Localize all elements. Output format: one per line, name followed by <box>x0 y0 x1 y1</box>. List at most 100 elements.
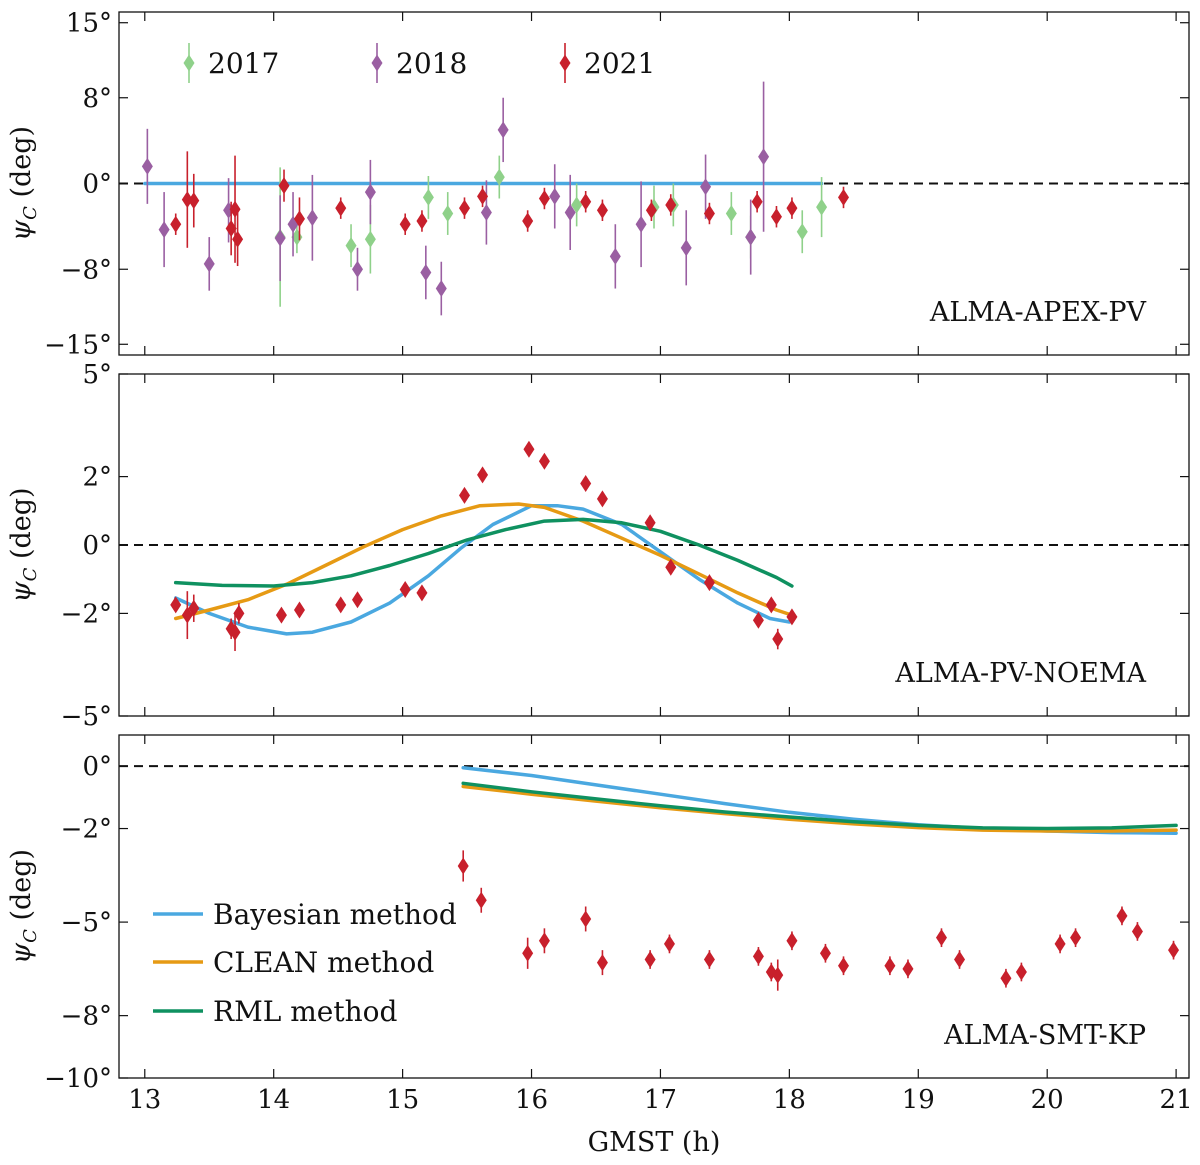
legend-years: 2017 2018 2021 <box>183 43 655 83</box>
data-point-2021 <box>538 190 550 208</box>
data-point-2021 <box>351 591 363 609</box>
data-point-2021 <box>522 944 534 962</box>
data-point-2018 <box>480 203 492 221</box>
data-point-2021 <box>233 604 245 622</box>
panel-alma-pv-noema: 5° 2° 0° −2° −5° ψC (deg) ALMA-PV-NOEMA <box>6 360 1190 732</box>
x-tick-label: 18 <box>773 1085 806 1115</box>
y-tick-label: −15° <box>44 330 112 360</box>
y-tick-label: −5° <box>61 908 112 938</box>
data-point-2018 <box>364 183 376 201</box>
x-tick-label: 16 <box>515 1085 548 1115</box>
legend-label-2018: 2018 <box>396 47 467 80</box>
data-point-2021 <box>1116 907 1128 925</box>
data-point-2021 <box>1070 929 1082 947</box>
y-tick-label: −5° <box>61 702 112 732</box>
data-point-2021 <box>225 220 237 238</box>
data-point-2021 <box>1168 941 1180 959</box>
data-point-2021 <box>416 584 428 602</box>
y-axis-label: ψC (deg) <box>6 126 41 241</box>
data-point-2018 <box>564 203 576 221</box>
data-point-2018 <box>435 280 447 298</box>
data-point-2017 <box>796 223 808 241</box>
data-point-2021 <box>752 611 764 629</box>
data-point-2021 <box>665 558 677 576</box>
data-point-2021 <box>751 193 763 211</box>
y-tick-label: 0° <box>82 752 112 782</box>
data-point-2021 <box>645 201 657 219</box>
data-point-2018 <box>609 247 621 265</box>
data-point-2021 <box>477 466 489 484</box>
data-point-2018 <box>306 209 318 227</box>
data-point-2021 <box>232 230 244 248</box>
data-point-2018 <box>351 260 363 278</box>
x-tick-label: 14 <box>257 1085 290 1115</box>
panel-label: ALMA-APEX-PV <box>929 297 1147 328</box>
clean-model-line <box>461 784 1178 833</box>
data-point-2021 <box>786 199 798 217</box>
data-point-2021 <box>170 596 182 614</box>
data-point-2021 <box>475 891 487 909</box>
data-point-2021 <box>293 601 305 619</box>
legend-label-2017: 2017 <box>208 47 279 80</box>
legend-label-bayesian: Bayesian method <box>213 898 457 931</box>
data-point-2021 <box>335 199 347 217</box>
data-point-2017 <box>571 196 583 214</box>
data-point-2018 <box>141 157 153 175</box>
data-point-2021 <box>522 212 534 230</box>
x-tick-label: 21 <box>1160 1085 1193 1115</box>
data-point-2021 <box>786 608 798 626</box>
data-point-2021 <box>580 193 592 211</box>
data-point-2021 <box>770 208 782 226</box>
clean-model-line <box>173 502 794 621</box>
data-point-2021 <box>663 935 675 953</box>
data-point-2021 <box>665 196 677 214</box>
data-point-2021 <box>188 599 200 617</box>
y-tick-label: 15° <box>66 9 112 39</box>
data-point-2021 <box>703 205 715 223</box>
data-point-2021 <box>229 623 241 641</box>
data-point-2021 <box>1054 935 1066 953</box>
data-point-2021 <box>275 606 287 624</box>
data-point-2021 <box>772 966 784 984</box>
data-point-2018 <box>745 228 757 246</box>
data-point-2021 <box>477 187 489 205</box>
data-point-2021 <box>935 929 947 947</box>
legend-marker-2018 <box>371 54 383 72</box>
panel-label: ALMA-SMT-KP <box>943 1020 1146 1051</box>
data-point-2018 <box>758 148 770 166</box>
legend-marker-2017 <box>183 54 195 72</box>
data-point-2021 <box>538 452 550 470</box>
data-point-2021 <box>1131 922 1143 940</box>
data-point-2021 <box>838 957 850 975</box>
data-point-2018 <box>203 255 215 273</box>
data-point-2021 <box>188 192 200 210</box>
rml-model-line <box>173 517 794 588</box>
data-point-2021 <box>1000 969 1012 987</box>
data-point-2021 <box>644 514 656 532</box>
data-point-2021 <box>457 857 469 875</box>
x-tick-label: 19 <box>902 1085 935 1115</box>
data-point-2021 <box>523 440 535 458</box>
legend-methods: Bayesian method CLEAN method RML method <box>153 898 457 1028</box>
data-point-2021 <box>580 910 592 928</box>
data-point-2018 <box>700 178 712 196</box>
data-point-2021 <box>170 215 182 233</box>
panel-alma-apex-pv: 15° 8° 0° −8° −15° ψC (deg) ALMA-APEX-PV <box>6 9 1190 360</box>
data-point-2021 <box>902 960 914 978</box>
data-point-2021 <box>772 630 784 648</box>
data-point-2018 <box>158 221 170 239</box>
panel-label: ALMA-PV-NOEMA <box>894 658 1146 689</box>
legend-label-clean: CLEAN method <box>213 946 434 979</box>
data-point-2021 <box>838 188 850 206</box>
data-point-2021 <box>819 944 831 962</box>
bayesian-model-line <box>173 503 792 636</box>
data-point-2021 <box>538 932 550 950</box>
data-point-2017 <box>725 205 737 223</box>
x-tick-label: 20 <box>1031 1085 1064 1115</box>
y-tick-label: 0° <box>82 531 112 561</box>
data-point-2017 <box>442 205 454 223</box>
plot-frame <box>118 734 1190 1079</box>
data-point-2021 <box>458 199 470 217</box>
data-point-2021 <box>181 191 193 209</box>
data-point-2021 <box>399 580 411 598</box>
